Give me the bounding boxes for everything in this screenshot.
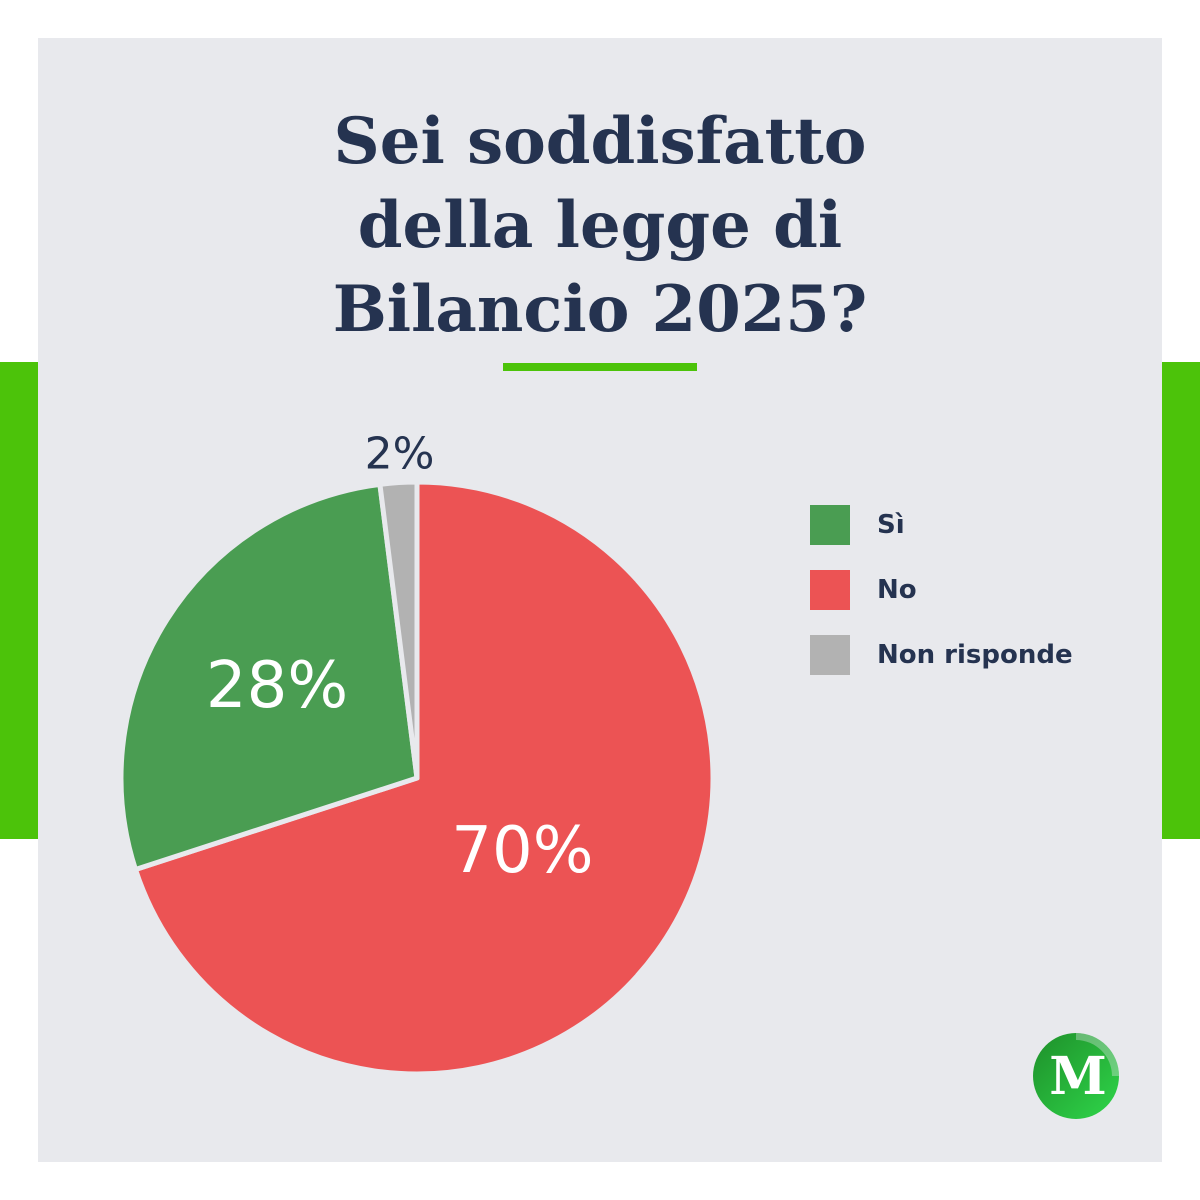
logo-circle [1033, 1033, 1119, 1119]
pie-label-non-risponde: 2% [365, 429, 435, 480]
legend-label-non-risponde: Non risponde [877, 640, 1073, 670]
right-accent-bar [1162, 362, 1200, 839]
legend: Sì No Non risponde [810, 505, 1073, 700]
legend-item-si: Sì [810, 505, 1073, 545]
logo-highlight [1076, 1033, 1119, 1076]
pie-label-no: 70% [451, 814, 593, 888]
pie-label-si: 28% [206, 649, 348, 723]
chart-title: Sei soddisfatto della legge di Bilancio … [332, 104, 868, 347]
pie-slice-no [132, 479, 716, 1077]
left-accent-bar [0, 362, 38, 839]
pie-slice-si [118, 481, 420, 872]
pie-slice-non-risponde [377, 479, 420, 781]
logo-letter: M [1049, 1046, 1107, 1107]
pie-labels: 70% 28% 2% [206, 429, 594, 889]
legend-label-si: Sì [877, 510, 905, 540]
legend-swatch-si [810, 505, 850, 545]
legend-label-no: No [877, 575, 917, 605]
legend-swatch-no [810, 570, 850, 610]
title-underline [503, 363, 697, 371]
brand-logo-icon: M [1033, 1033, 1119, 1119]
legend-swatch-non-risponde [810, 635, 850, 675]
legend-item-no: No [810, 570, 1073, 610]
legend-item-non-risponde: Non risponde [810, 635, 1073, 675]
pie-slices [118, 479, 716, 1077]
